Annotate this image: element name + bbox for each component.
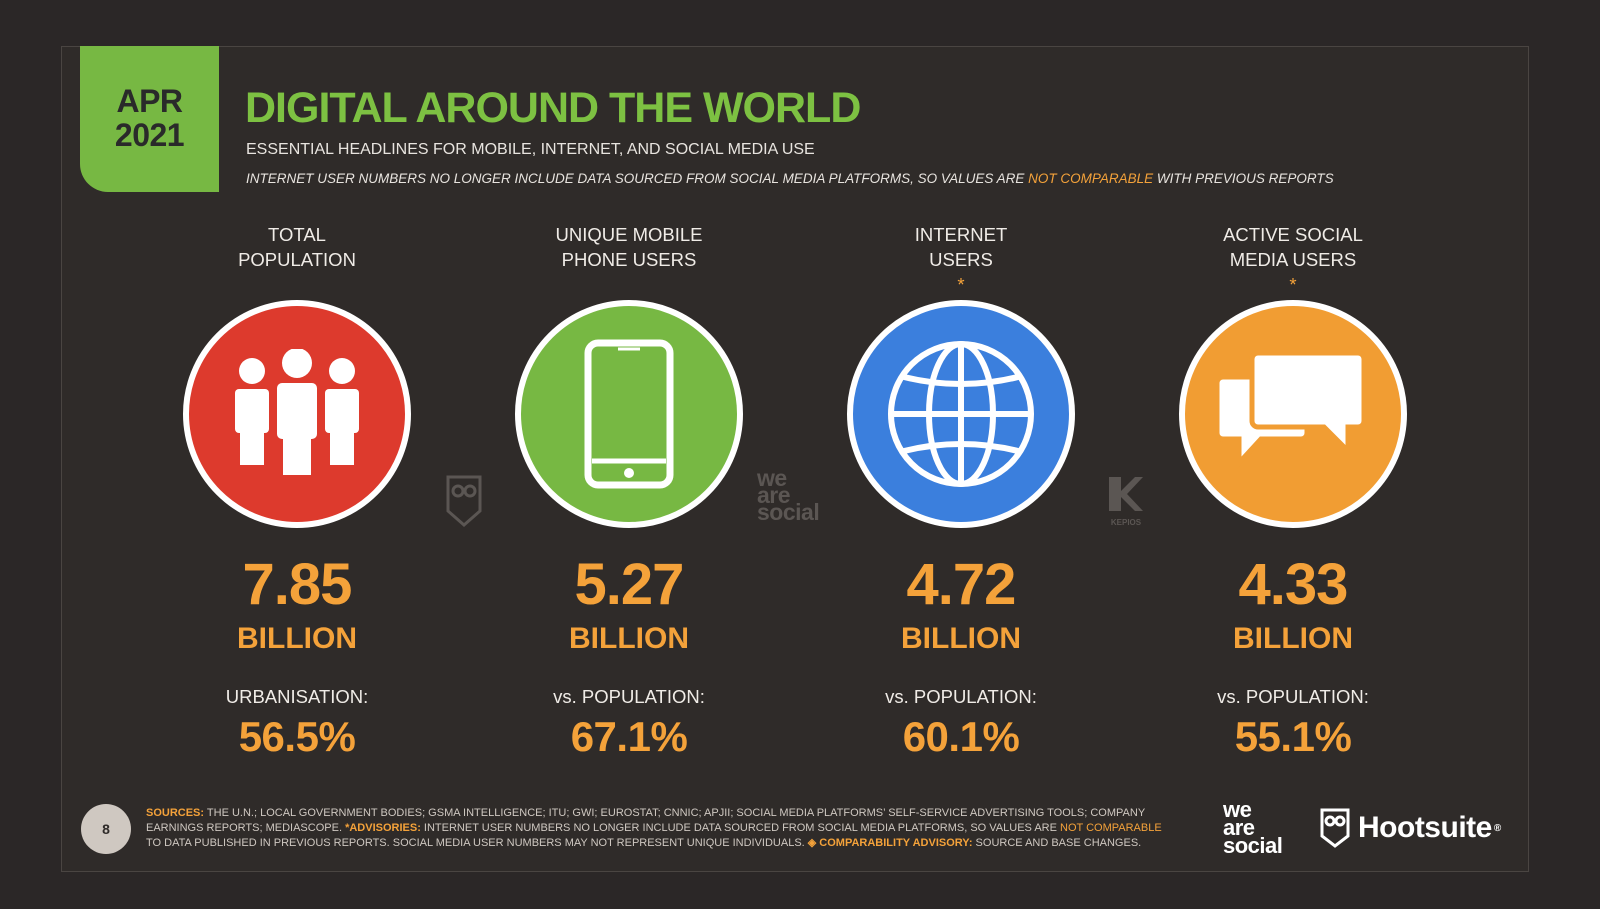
- stat-label-line2: PHONE USERS: [562, 247, 697, 272]
- stat-value: 4.72: [906, 552, 1017, 617]
- stat-sub-label: URBANISATION:: [225, 686, 369, 707]
- note-highlight: NOT COMPARABLE: [1028, 171, 1154, 186]
- stat-label-line1: ACTIVE SOCIAL: [1223, 224, 1363, 245]
- stat-value: 7.85: [242, 552, 353, 617]
- stat-label-line2-text: MEDIA USERS: [1229, 249, 1357, 270]
- sources-footnote: SOURCES: THE U.N.; LOCAL GOVERNMENT BODI…: [146, 806, 1176, 851]
- stat-social-users-values: 4.33 BILLION vs. POPULATION: 55.1%: [1143, 556, 1443, 758]
- we-are-social-logo: we are social: [1223, 797, 1283, 858]
- watermark-line: we: [757, 465, 787, 491]
- stat-sub-label: vs. POPULATION:: [885, 686, 1037, 707]
- stat-percent: 67.1%: [570, 713, 688, 760]
- advisories-highlight: NOT COMPARABLE: [1060, 822, 1162, 834]
- logo-line: are: [1223, 815, 1255, 840]
- stat-total-population-values: 7.85 BILLION URBANISATION: 56.5%: [147, 556, 447, 758]
- stat-asterisk: *: [957, 274, 965, 295]
- note-text: INTERNET USER NUMBERS NO LONGER INCLUDE …: [246, 171, 1029, 186]
- stat-label-line1: INTERNET: [914, 224, 1008, 245]
- stat-label-line2-text: PHONE USERS: [561, 249, 697, 270]
- stat-percent: 56.5%: [238, 713, 356, 760]
- people-icon: [235, 349, 359, 475]
- logo-line: social: [1223, 833, 1283, 858]
- stat-mobile-users: UNIQUE MOBILE PHONE USERS: [479, 222, 779, 272]
- mobile-circle: [515, 300, 743, 528]
- page-title: DIGITAL AROUND THE WORLD: [245, 84, 861, 132]
- stat-label: ACTIVE SOCIAL MEDIA USERS *: [1143, 222, 1443, 295]
- stat-label-line2: USERS *: [929, 247, 993, 297]
- page-subtitle: ESSENTIAL HEADLINES FOR MOBILE, INTERNET…: [246, 141, 815, 158]
- stat-sub-label: vs. POPULATION:: [553, 686, 705, 707]
- speech-bubbles-icon: [1218, 350, 1367, 470]
- sources-label: SOURCES:: [146, 807, 205, 819]
- registered-mark: ®: [1493, 822, 1501, 834]
- page-number: 8: [81, 804, 131, 854]
- internet-circle: [847, 300, 1075, 528]
- stat-social-users: ACTIVE SOCIAL MEDIA USERS *: [1143, 222, 1443, 295]
- owl-watermark-icon: [446, 475, 482, 532]
- stat-label-line1: UNIQUE MOBILE: [555, 224, 703, 245]
- stat-asterisk: *: [1289, 274, 1297, 295]
- logo-line: we: [1223, 797, 1252, 822]
- stat-label-line2: POPULATION: [238, 247, 356, 272]
- owl-icon: [1320, 808, 1350, 848]
- stat-percent: 55.1%: [1234, 713, 1352, 760]
- population-circle: [183, 300, 411, 528]
- stat-unit: BILLION: [1233, 622, 1353, 655]
- stat-internet-users-values: 4.72 BILLION vs. POPULATION: 60.1%: [811, 556, 1111, 758]
- date-badge: APR 2021: [80, 46, 219, 192]
- stat-unit: BILLION: [569, 622, 689, 655]
- stat-label-line1: TOTAL: [268, 224, 326, 245]
- stat-label-line2-text: POPULATION: [238, 249, 356, 270]
- advisories-label: *ADVISORIES:: [345, 822, 421, 834]
- stat-value: 5.27: [574, 552, 685, 617]
- globe-icon: [888, 341, 1034, 487]
- stat-sub-label: vs. POPULATION:: [1217, 686, 1369, 707]
- stat-label-line2-text: USERS: [929, 249, 993, 270]
- stat-label: INTERNET USERS *: [811, 222, 1111, 295]
- watermark-line: are: [757, 482, 791, 508]
- badge-year: 2021: [114, 117, 185, 153]
- kepios-logo-icon: [1109, 477, 1143, 511]
- stat-label-line2: MEDIA USERS *: [1230, 247, 1356, 297]
- stat-internet-users: INTERNET USERS *: [811, 222, 1111, 295]
- stat-percent: 60.1%: [902, 713, 1020, 760]
- stat-total-population: TOTAL POPULATION: [147, 222, 447, 272]
- kepios-watermark: KEPIOS: [1107, 475, 1145, 527]
- badge-month: APR: [116, 83, 183, 120]
- watermark-line: social: [757, 499, 820, 525]
- hootsuite-logo: Hootsuite ®: [1320, 808, 1501, 848]
- comparability-text: SOURCE AND BASE CHANGES.: [972, 837, 1142, 849]
- comparability-note: INTERNET USER NUMBERS NO LONGER INCLUDE …: [246, 171, 1334, 186]
- stat-mobile-users-values: 5.27 BILLION vs. POPULATION: 67.1%: [479, 556, 779, 758]
- mobile-phone-icon: [584, 339, 674, 489]
- stat-label: TOTAL POPULATION: [147, 222, 447, 272]
- stat-unit: BILLION: [901, 622, 1021, 655]
- stat-value: 4.33: [1238, 552, 1349, 617]
- kepios-label: KEPIOS: [1110, 518, 1142, 527]
- we-are-social-watermark: we are social: [757, 465, 820, 525]
- hootsuite-wordmark: Hootsuite: [1358, 811, 1492, 844]
- stat-label: UNIQUE MOBILE PHONE USERS: [479, 222, 779, 272]
- social-circle: [1179, 300, 1407, 528]
- sources-text: THE U.N.; LOCAL GOVERNMENT BODIES; GSMA …: [146, 807, 1145, 834]
- stat-unit: BILLION: [237, 622, 357, 655]
- note-tail: WITH PREVIOUS REPORTS: [1153, 171, 1334, 186]
- comparability-label: ◈ COMPARABILITY ADVISORY:: [807, 837, 973, 849]
- advisories-text: INTERNET USER NUMBERS NO LONGER INCLUDE …: [420, 822, 1060, 834]
- advisories-tail: TO DATA PUBLISHED IN PREVIOUS REPORTS. S…: [146, 837, 808, 849]
